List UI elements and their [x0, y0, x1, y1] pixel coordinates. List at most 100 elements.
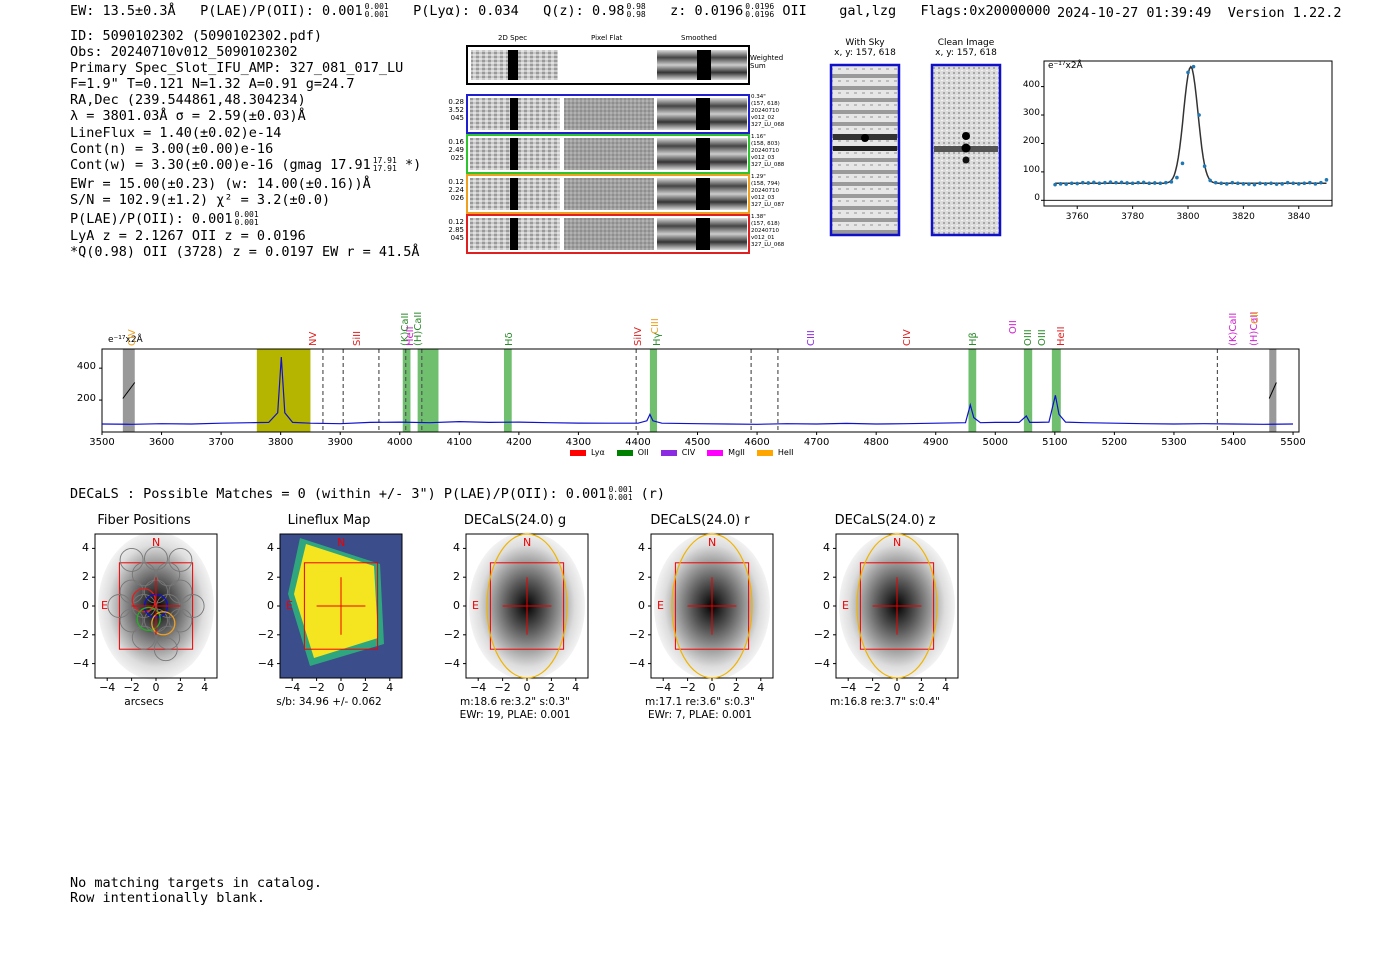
fullspec-xtick: 5100 [1042, 437, 1068, 448]
header-version: Version 1.22.2 [1227, 5, 1342, 21]
fiber-circle [180, 594, 205, 618]
decals-ytick: −2 [72, 627, 89, 641]
header-z-hi: 0.0196 [745, 2, 775, 11]
fullspec-xtick: 4600 [744, 437, 770, 448]
linefit-point [1058, 182, 1063, 186]
decals-panel-caption: m:17.1 re:3.6" s:0.3" [645, 696, 755, 708]
spec2d-row-right-val: 327_LU_087 [751, 202, 785, 208]
info-plae: P(LAE)/P(OII): 0.001 0.001 0.001 [70, 210, 421, 228]
fullspec-xtick: 3700 [208, 437, 234, 448]
legend-label: HeII [777, 448, 794, 457]
linefit-point [1141, 180, 1146, 185]
fullspec-xtick: 5300 [1161, 437, 1187, 448]
decals-ytick: 2 [823, 570, 830, 584]
lineflux-core [294, 544, 378, 658]
fullspec-svg [99, 348, 1300, 435]
spec2d-row-right-val: 20240710 [751, 148, 779, 154]
spec2d-row-right-val: 20240710 [751, 228, 779, 234]
fullspec-line-label: Hβ [968, 332, 980, 346]
fullspec-line-label: OII [1008, 320, 1020, 334]
footer-line1: No matching targets in catalog. [70, 875, 322, 891]
fullspec-line-label: CIV [126, 329, 138, 346]
info-sn: S/N = 102.9(±1.2) χ² = 3.2(±0.0) [70, 191, 331, 208]
decals-xtick: −2 [864, 681, 881, 694]
spec2d-row-smooth-line [696, 218, 710, 250]
spec2d-row-right-val: 1.29" [751, 174, 766, 180]
decals-xtick: −2 [123, 681, 140, 694]
decals-ytick: 4 [638, 541, 645, 555]
spec2d-row-2 [466, 174, 750, 214]
spec2d-row-left-val: 0.16 [448, 138, 464, 146]
fullspec-hatch [1268, 382, 1277, 399]
linefit-point [1208, 178, 1212, 183]
legend-label: CIV [681, 448, 696, 457]
decals-ytick: 4 [823, 541, 830, 555]
linefit-ytick: 100 [1022, 164, 1040, 175]
spec2d-row-left-val: 045 [450, 114, 464, 122]
spec2d-header-smoothed: Smoothed [681, 34, 717, 42]
decals-ytick: 2 [453, 570, 460, 584]
linefit-point [1324, 178, 1329, 182]
linefit-point [1130, 181, 1135, 186]
info-plae-lo: 0.001 [234, 217, 259, 227]
header-flags: Flags:0x20000000 [920, 3, 1051, 19]
decals-panel-caption2: EWr: 7, PLAE: 0.001 [647, 709, 753, 721]
spec2d-row-left-val: 0.28 [448, 98, 464, 106]
decals-panel-caption: m:18.6 re:3.2" s:0.3" [460, 696, 570, 708]
north-label: N [523, 536, 532, 549]
spec2d-row-smooth-line [696, 138, 710, 170]
decals-xtick: 4 [942, 681, 950, 694]
decals-xtick: −4 [655, 681, 672, 694]
fullspec-xtick: 5200 [1101, 437, 1128, 448]
spec2d-row-left-2: 0.12 2.24 026 [446, 178, 464, 202]
linefit-xtick: 3800 [1176, 212, 1200, 222]
legend-swatch [570, 449, 586, 456]
decals-xtick: −4 [470, 681, 487, 694]
spec2d-row-flat-img [564, 98, 654, 130]
info-contw-end: *) [404, 156, 422, 173]
linefit-point [1147, 181, 1152, 186]
linefit-point [1236, 181, 1240, 186]
info-radec: RA,Dec (239.544861,48.304234) [70, 92, 306, 109]
decals-xtick: −4 [284, 681, 301, 694]
fullspec-band-line [1023, 349, 1033, 432]
decals-summary-lo: 0.001 [608, 493, 633, 502]
spec2d-row-left-val: 3.52 [448, 106, 464, 114]
info-lineflux: LineFlux = 1.40(±0.02)e-14 [70, 124, 282, 141]
fullspec-line-label: OIII [1023, 329, 1035, 346]
info-block: ID: 5090102302 (5090102302.pdf) Obs: 202… [70, 28, 421, 260]
fullspec-line-label: (K)CaII [1228, 312, 1240, 346]
fullspec-xtick: 4700 [803, 437, 830, 448]
decals-summary-frac: 0.001 0.001 [608, 486, 632, 502]
spec2d-svg [466, 45, 750, 85]
spec2d-row-flat-img [564, 218, 654, 250]
header-z: z: 0.0196 [670, 3, 744, 19]
decals-ytick: −2 [628, 627, 645, 641]
fullspec-series [101, 356, 1294, 425]
fullspec-line-label: (H)CaII [412, 311, 424, 346]
fullspec-xtick: 4100 [446, 437, 473, 448]
linefit-point [1164, 180, 1168, 185]
legend-label: MgII [728, 448, 745, 457]
header-plae: P(LAE)/P(OII): 0.001 [200, 3, 363, 19]
decals-xtick: 0 [523, 681, 531, 694]
linefit-point [1313, 182, 1318, 186]
legend-item: OII [616, 448, 649, 457]
header-plae-lo: 0.001 [364, 10, 389, 19]
linefit-plot: e⁻¹⁷x2Å 400 300 200 100 0 3760 3780 3800 3820 38… [1010, 55, 1340, 235]
fullspec-xtick: 4400 [625, 437, 651, 448]
linefit-ytick: 400 [1022, 79, 1040, 90]
spec2d-row-left-val: 0.12 [448, 218, 464, 226]
spec2d-row-right-val: 327_LU_088 [751, 162, 785, 168]
fullspec-line-label: CII [1249, 311, 1261, 324]
spec2d-row-right-val: (158, 794) [751, 181, 780, 187]
linefit-xtick: 3780 [1121, 212, 1145, 222]
spec2d-row-left-3: 0.12 2.85 045 [446, 218, 464, 242]
decals-xtick: 4 [201, 681, 209, 694]
header-timestamp: 2024-10-27 01:39:49 [1057, 5, 1212, 21]
spec2d-weighted-label: Weighted Sum [750, 54, 784, 70]
clean-source-2 [961, 143, 971, 153]
decals-panel-0 [92, 532, 218, 681]
fullspec-line-label: Hγ [652, 332, 664, 346]
spec2d-row-right-val: 0.34" [751, 94, 766, 100]
